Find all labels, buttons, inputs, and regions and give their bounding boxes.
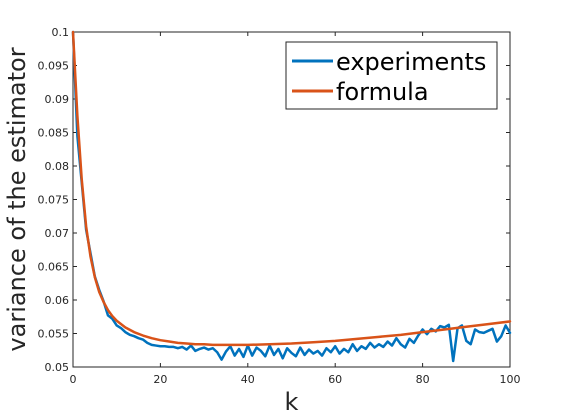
y-tick-label: 0.05 [45,361,70,374]
x-tick-label: 60 [328,373,342,386]
y-tick-label: 0.065 [38,261,70,274]
x-axis-label: k [285,388,299,416]
legend-label-experiments: experiments [336,48,486,76]
y-axis-label: variance of the estimator [3,47,31,351]
y-tick-label: 0.07 [45,227,70,240]
x-tick-label: 20 [153,373,167,386]
legend: experiments formula [286,42,497,109]
x-tick-label: 100 [500,373,521,386]
y-tick-label: 0.095 [38,60,70,73]
x-tick-label: 80 [416,373,430,386]
x-tick-label: 0 [70,373,77,386]
x-tick-label: 40 [241,373,255,386]
y-tick-label: 0.06 [45,294,70,307]
y-tick-label: 0.075 [38,194,70,207]
legend-label-formula: formula [336,78,429,106]
y-tick-label: 0.09 [45,93,70,106]
y-tick-label: 0.1 [52,26,70,39]
y-tick-label: 0.08 [45,160,70,173]
y-tick-label: 0.055 [38,328,70,341]
y-tick-label: 0.085 [38,127,70,140]
